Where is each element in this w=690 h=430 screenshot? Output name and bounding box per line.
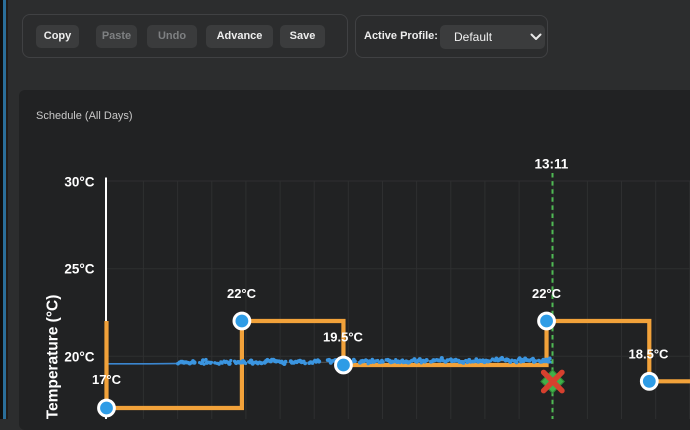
svg-text:19.5°C: 19.5°C (323, 330, 364, 345)
svg-text:20°C: 20°C (64, 349, 94, 364)
svg-text:18.5°C: 18.5°C (629, 347, 670, 362)
svg-text:30°C: 30°C (64, 174, 94, 189)
svg-text:17°C: 17°C (92, 372, 122, 387)
svg-text:22°C: 22°C (227, 286, 257, 301)
svg-text:13:11: 13:11 (535, 157, 569, 172)
svg-text:Temperature (°C): Temperature (°C) (45, 295, 62, 419)
svg-text:22°C: 22°C (532, 286, 562, 301)
svg-text:25°C: 25°C (64, 262, 94, 277)
